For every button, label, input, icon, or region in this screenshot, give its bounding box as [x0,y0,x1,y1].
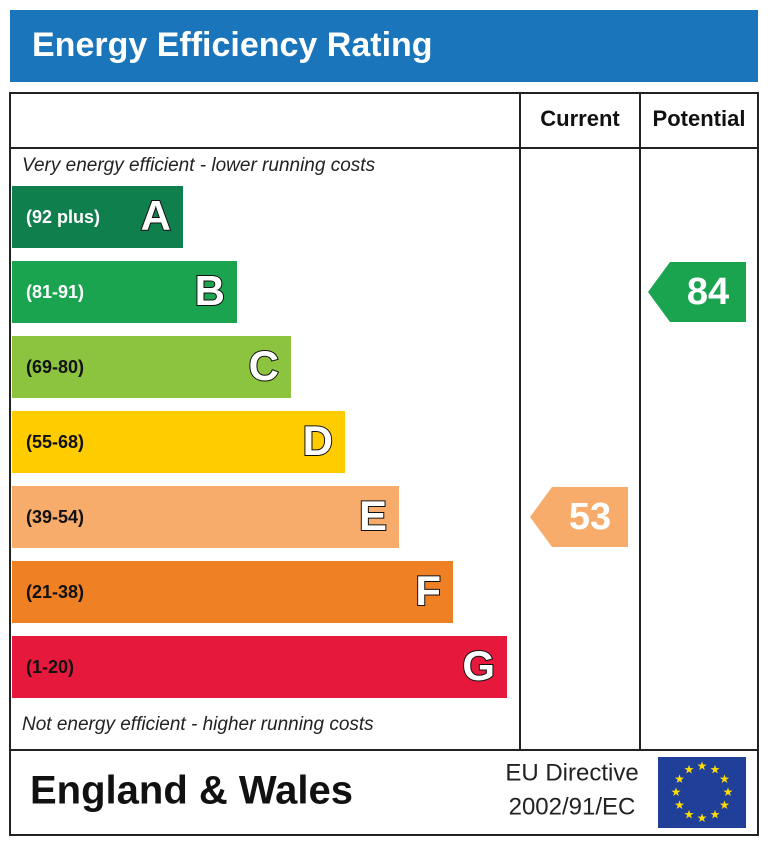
band-bar [12,561,453,623]
band-range: (39-54) [26,507,84,527]
star: ★ [723,785,734,799]
bottom-note: Not energy efficient - higher running co… [22,714,374,735]
band-letter: G [462,642,495,689]
current-arrow [530,487,628,547]
band-letter: C [249,342,279,389]
band-letter: B [195,267,225,314]
frame [9,92,759,836]
star: ★ [684,763,695,777]
band-range: (92 plus) [26,207,100,227]
star: ★ [697,759,708,773]
band-range: (55-68) [26,432,84,452]
footer-region: England & Wales [30,769,353,813]
band-letter: D [303,417,333,464]
top-note: Very energy efficient - lower running co… [22,155,376,176]
star: ★ [684,808,695,822]
band-bar [12,261,237,323]
band-letter: E [359,492,387,539]
eu-flag [658,757,746,828]
header-current: Current [540,106,620,131]
header-potential: Potential [653,106,746,131]
star: ★ [671,785,682,799]
directive-line: 2002/91/EC [509,793,636,820]
directive-line: EU Directive [505,759,638,786]
band-bar [12,336,291,398]
band-range: (1-20) [26,657,74,677]
potential-value: 84 [687,271,729,313]
title-bar [10,10,758,82]
title: Energy Efficiency Rating [32,26,433,64]
star: ★ [710,808,721,822]
band-range: (69-80) [26,357,84,377]
star: ★ [674,772,685,786]
band-bar [12,411,345,473]
star: ★ [719,772,730,786]
band-bar [12,486,399,548]
band-letter: A [141,192,171,239]
band-bar [12,186,183,248]
band-range: (81-91) [26,282,84,302]
star: ★ [719,798,730,812]
potential-arrow [648,262,746,322]
eu-stars: ★ ★★★★★★★★★★★ [671,759,734,825]
star: ★ [674,798,685,812]
current-value: 53 [569,496,611,538]
band-letter: F [415,567,441,614]
star: ★ [710,763,721,777]
star: ★ [697,811,708,825]
band-bar [12,636,507,698]
band-range: (21-38) [26,582,84,602]
